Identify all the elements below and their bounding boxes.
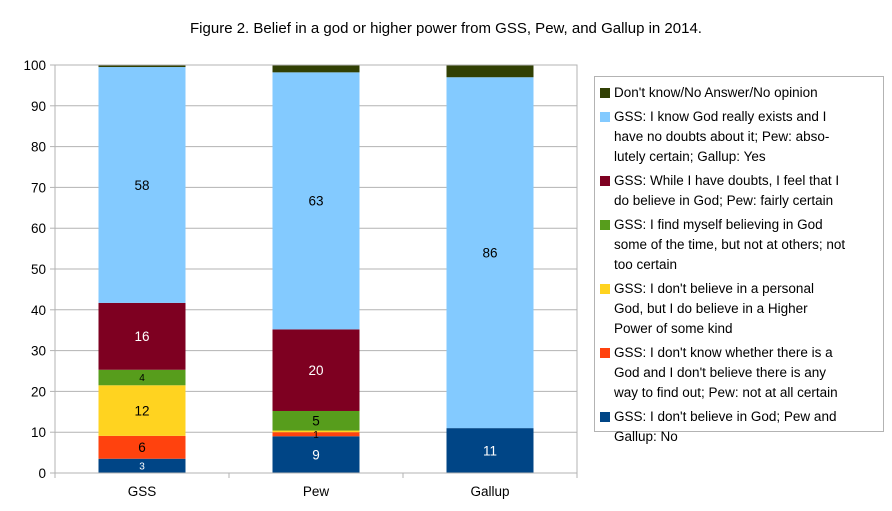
x-tick-labels: GSS Pew Gallup <box>128 484 510 499</box>
legend-swatch <box>600 220 610 230</box>
plot-frame <box>54 64 578 474</box>
bar-segment <box>98 65 186 68</box>
legend-swatch <box>600 284 610 294</box>
legend-label: do believe in God; Pew: fairly certain <box>614 193 834 208</box>
bar-labels: 3 6 12 4 16 58 9 15 20 63 11 86 <box>134 178 497 473</box>
bar-segment <box>98 458 186 473</box>
legend-label: too certain <box>614 257 678 272</box>
data-label: 1 <box>313 430 319 441</box>
y-tick-label: 70 <box>31 180 46 195</box>
legend-swatch <box>600 412 610 422</box>
data-label: 5 <box>312 414 320 429</box>
y-tick-label: 50 <box>31 262 46 277</box>
data-label: 12 <box>134 403 149 418</box>
bar-segment <box>272 430 360 433</box>
data-label: 11 <box>483 443 497 458</box>
legend-swatch <box>600 88 610 98</box>
bars <box>98 65 534 473</box>
legend-swatch <box>600 348 610 358</box>
bar-segment <box>98 302 186 370</box>
legend-label: lutely certain; Gallup: Yes <box>614 149 766 164</box>
legend-label: GSS: I know God really exists and I <box>614 109 827 124</box>
x-tick-label: GSS <box>128 484 157 499</box>
y-tick-label: 30 <box>31 344 46 359</box>
legend-label: Don't know/No Answer/No opinion <box>614 85 818 100</box>
legend-label: some of the time, but not at others; not <box>614 237 846 252</box>
bar-segment <box>272 65 360 73</box>
legend-item: GSS: I don't believe in God; Pew and Gall… <box>600 407 880 447</box>
bar-segment <box>446 428 534 473</box>
legend-item: GSS: I don't know whether there is a God … <box>600 343 880 403</box>
legend-label: GSS: While I have doubts, I feel that I <box>614 173 840 188</box>
bar-segment <box>446 65 534 78</box>
data-label: 9 <box>312 448 320 463</box>
legend-item: Don't know/No Answer/No opinion <box>600 83 880 103</box>
legend-label: GSS: I don't believe in a personal <box>614 281 814 296</box>
bar-segment <box>272 410 360 431</box>
y-tick-label: 100 <box>23 58 46 73</box>
data-label: 6 <box>138 440 146 455</box>
data-label: 86 <box>482 246 497 261</box>
bar-segment <box>98 369 186 386</box>
legend-label: God and I don't believe there is any <box>614 365 826 380</box>
bar-segment <box>272 329 360 411</box>
bar-segment <box>98 385 186 436</box>
y-tick-label: 10 <box>31 425 46 440</box>
y-tick-label: 90 <box>31 99 46 114</box>
legend: Don't know/No Answer/No opinion GSS: I kn… <box>594 76 884 444</box>
x-tick-label: Gallup <box>470 484 509 499</box>
bar-segment <box>272 436 360 473</box>
bar-segment <box>98 435 186 459</box>
bar-segment <box>272 432 360 437</box>
legend-label: GSS: I don't know whether there is a <box>614 345 833 360</box>
data-label: 20 <box>308 363 323 378</box>
y-tick-label: 20 <box>31 384 46 399</box>
data-label: 3 <box>139 461 145 472</box>
data-label: 58 <box>134 178 149 193</box>
axes <box>50 64 578 478</box>
legend-label: GSS: I don't believe in God; Pew and <box>614 409 837 424</box>
legend-label: God, but I do believe in a Higher <box>614 301 808 316</box>
x-tick-label: Pew <box>303 484 330 499</box>
legend-label: GSS: I find myself believing in God <box>614 217 823 232</box>
y-tick-label: 0 <box>38 466 46 481</box>
data-label: 16 <box>134 329 149 344</box>
data-label: 4 <box>139 373 145 384</box>
legend-label: way to find out; Pew: not at all certain <box>614 385 838 400</box>
legend-swatch <box>600 176 610 186</box>
data-label: 63 <box>308 194 323 209</box>
legend-label: Gallup: No <box>614 429 678 444</box>
y-tick-label: 60 <box>31 221 46 236</box>
bar-segment <box>272 72 360 330</box>
bar-segment <box>446 77 534 429</box>
y-tick-labels: 0 10 20 30 40 50 60 70 80 90 100 <box>23 58 46 481</box>
legend-label: have no doubts about it; Pew: abso- <box>614 129 830 144</box>
legend-item: GSS: While I have doubts, I feel that I d… <box>600 171 880 211</box>
legend-item: GSS: I don't believe in a personal God, b… <box>600 279 880 339</box>
legend-item: GSS: I know God really exists and I have … <box>600 107 880 167</box>
chart-title: Figure 2. Belief in a god or higher powe… <box>190 20 702 37</box>
legend-item: GSS: I find myself believing in God some … <box>600 215 880 275</box>
legend-label: Power of some kind <box>614 321 733 336</box>
bar-segment <box>98 67 186 303</box>
y-tick-label: 80 <box>31 140 46 155</box>
legend-swatch <box>600 112 610 122</box>
y-tick-label: 40 <box>31 303 46 318</box>
